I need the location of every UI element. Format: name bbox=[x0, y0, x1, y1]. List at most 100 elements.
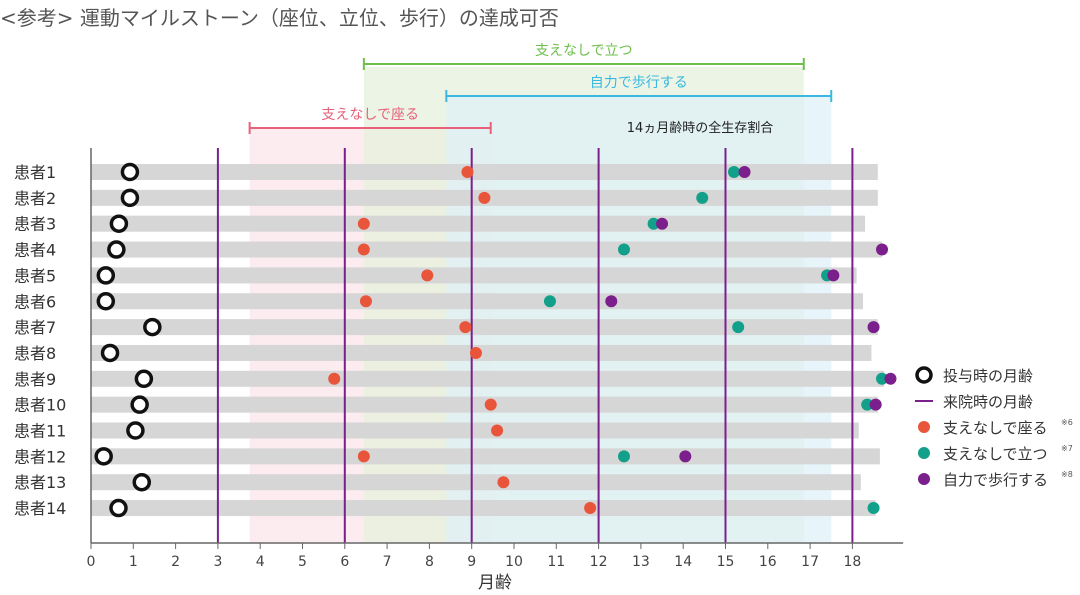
sit-marker bbox=[357, 450, 370, 463]
dose-marker bbox=[109, 214, 129, 233]
legend-label: 自力で歩行する bbox=[943, 471, 1048, 489]
dose-marker bbox=[120, 162, 140, 182]
sit-marker bbox=[461, 166, 474, 178]
sit-marker bbox=[469, 346, 482, 359]
legend-stand-icon bbox=[918, 447, 930, 459]
dose-marker bbox=[96, 292, 116, 311]
legend-label: 支えなしで立つ bbox=[943, 445, 1048, 463]
legend-label: 来院時の月齢 bbox=[943, 393, 1033, 411]
x-axis-label: 月齢 bbox=[478, 573, 512, 593]
stand-marker bbox=[867, 502, 880, 515]
sit-marker bbox=[421, 269, 434, 282]
patient-bar bbox=[91, 422, 859, 439]
walk-marker bbox=[827, 269, 840, 282]
x-tick-label: 12 bbox=[590, 554, 608, 570]
sit-marker bbox=[491, 424, 504, 437]
patient-label: 患者3 bbox=[14, 215, 56, 234]
stand-marker bbox=[543, 295, 556, 308]
patient-bar bbox=[91, 293, 863, 310]
sit-marker bbox=[497, 476, 510, 489]
x-tick-label: 5 bbox=[298, 554, 307, 570]
patient-bar bbox=[91, 164, 878, 180]
stand-marker bbox=[617, 450, 630, 463]
patient-label: 患者13 bbox=[14, 473, 66, 492]
legend-footnote: ※6 bbox=[1061, 418, 1073, 427]
x-tick-label: 13 bbox=[632, 554, 650, 570]
legend-label: 投与時の月齢 bbox=[943, 367, 1033, 385]
range-label: 支えなしで立つ bbox=[535, 43, 633, 59]
walk-marker bbox=[869, 398, 882, 411]
dose-marker bbox=[130, 395, 149, 414]
x-tick-label: 1 bbox=[129, 554, 138, 570]
patient-label: 患者10 bbox=[14, 396, 66, 415]
sit-marker bbox=[459, 321, 472, 334]
legend-walk-icon bbox=[918, 473, 930, 485]
stand-marker bbox=[876, 372, 889, 385]
patient-label: 患者8 bbox=[14, 344, 56, 363]
dose-marker bbox=[120, 188, 140, 208]
stand-marker bbox=[861, 398, 874, 411]
legend-dose-icon bbox=[915, 366, 933, 384]
sit-marker bbox=[357, 243, 370, 256]
stand-marker bbox=[696, 191, 709, 204]
walk-marker bbox=[679, 450, 692, 463]
range-label: 支えなしで座る bbox=[321, 107, 419, 123]
patient-bar bbox=[91, 319, 878, 336]
dose-marker bbox=[100, 343, 120, 363]
x-tick-label: 16 bbox=[759, 554, 777, 570]
dose-marker bbox=[94, 447, 113, 466]
walk-marker bbox=[867, 321, 880, 334]
x-tick-label: 6 bbox=[340, 554, 349, 570]
dose-marker bbox=[143, 317, 162, 337]
patient-label: 患者9 bbox=[14, 370, 56, 389]
x-tick-label: 17 bbox=[801, 554, 819, 570]
patient-label: 患者2 bbox=[14, 189, 56, 208]
stand-marker bbox=[617, 243, 630, 256]
range-label: 自力で歩行する bbox=[590, 75, 688, 91]
patient-label: 患者14 bbox=[14, 499, 66, 518]
stand-marker bbox=[727, 166, 740, 178]
patient-bar bbox=[91, 448, 880, 465]
page-title: <参考> 運動マイルストーン（座位、立位、歩行）の達成可否 bbox=[0, 6, 559, 30]
annotation: 14ヵ月齢時の全生存割合 bbox=[627, 120, 774, 136]
sit-marker bbox=[484, 398, 497, 411]
patient-label: 患者7 bbox=[14, 318, 56, 337]
patient-label: 患者1 bbox=[14, 163, 56, 182]
walk-marker bbox=[738, 166, 751, 178]
walk-marker bbox=[884, 372, 897, 385]
legend-sit-icon bbox=[918, 421, 930, 433]
x-tick-label: 7 bbox=[383, 554, 392, 570]
x-tick-label: 9 bbox=[467, 554, 476, 570]
patient-label: 患者12 bbox=[14, 447, 66, 466]
patient-bar bbox=[91, 500, 876, 517]
x-tick-label: 15 bbox=[717, 554, 735, 570]
patient-bar bbox=[91, 396, 878, 413]
sit-marker bbox=[328, 372, 341, 385]
patient-bar bbox=[91, 474, 861, 491]
patient-bar bbox=[91, 241, 883, 258]
dose-marker bbox=[132, 472, 152, 492]
patient-label: 患者6 bbox=[14, 292, 56, 311]
x-tick-label: 0 bbox=[87, 554, 96, 570]
x-tick-label: 8 bbox=[425, 554, 434, 570]
x-tick-label: 10 bbox=[505, 554, 523, 570]
patient-bar bbox=[91, 215, 866, 232]
sit-marker bbox=[359, 295, 372, 308]
stand-marker bbox=[647, 217, 660, 230]
dose-marker bbox=[134, 369, 154, 389]
dose-marker bbox=[126, 421, 145, 440]
walk-marker bbox=[656, 217, 669, 230]
x-tick-label: 14 bbox=[674, 554, 692, 570]
patient-bar bbox=[91, 267, 857, 284]
x-tick-label: 18 bbox=[843, 554, 861, 570]
patient-bar bbox=[91, 370, 885, 387]
sit-marker bbox=[478, 191, 491, 204]
stand-marker bbox=[732, 321, 745, 334]
patient-label: 患者5 bbox=[14, 266, 56, 285]
patient-label: 患者4 bbox=[14, 241, 56, 260]
walk-marker bbox=[605, 295, 618, 308]
dose-marker bbox=[96, 266, 116, 285]
x-tick-label: 11 bbox=[547, 554, 565, 570]
x-tick-label: 4 bbox=[256, 554, 265, 570]
